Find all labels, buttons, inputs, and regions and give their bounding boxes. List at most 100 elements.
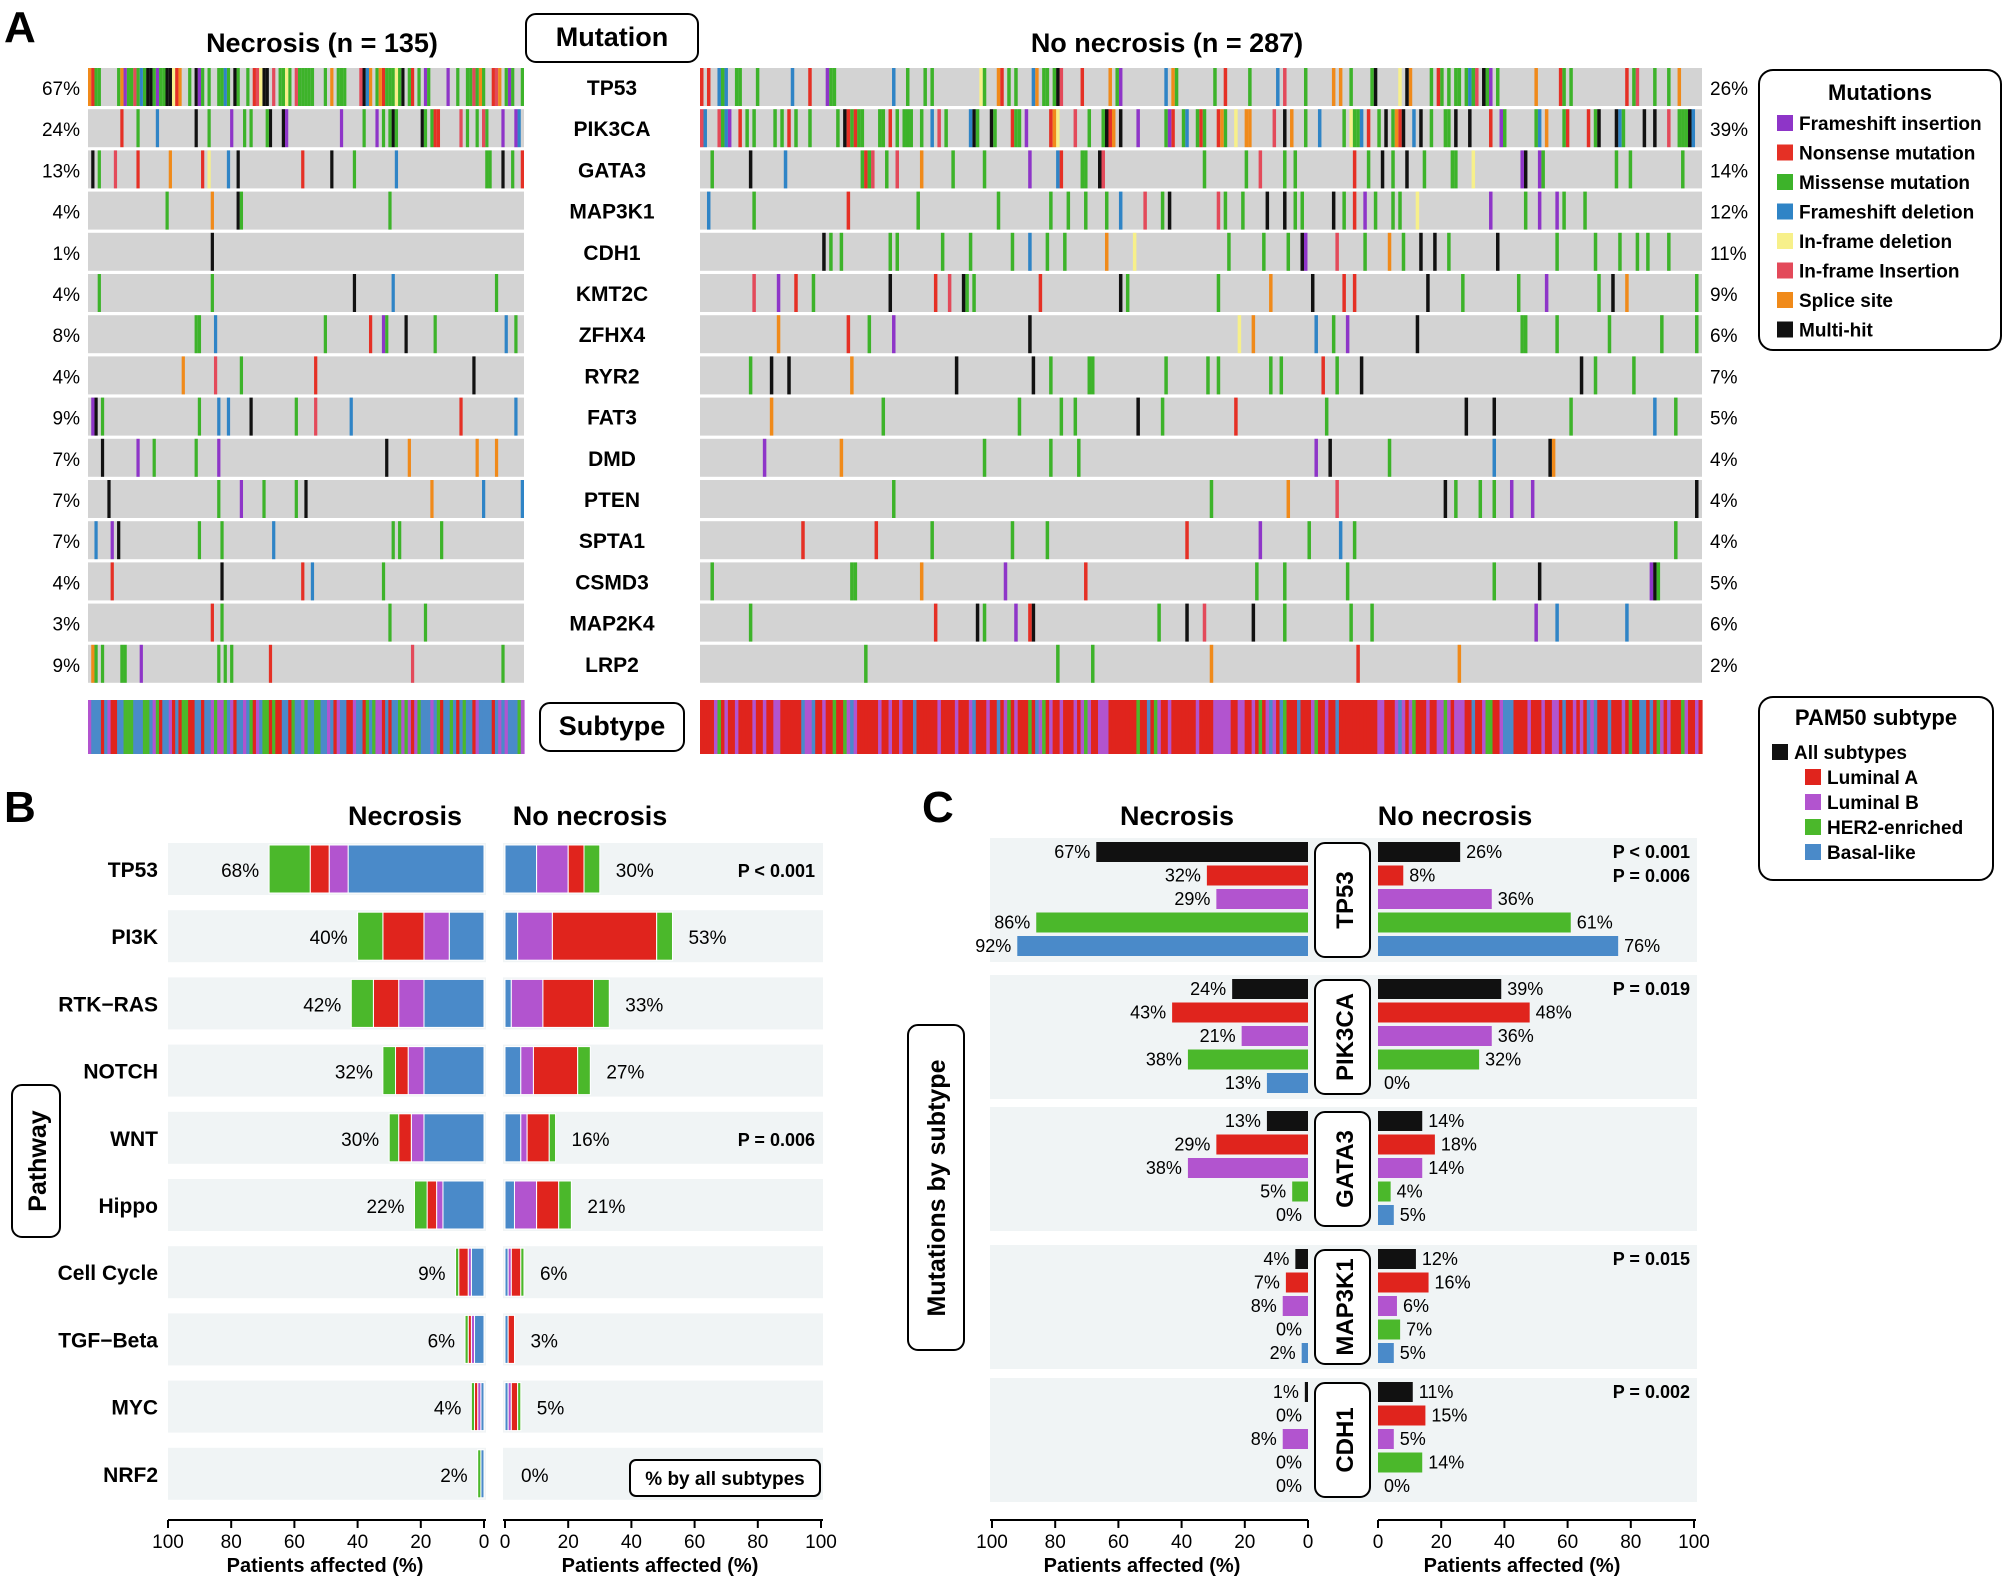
- necrosis-row-kmt2c: [88, 274, 524, 312]
- subtype-label-box: [539, 702, 685, 752]
- subtype-cell: [1649, 700, 1654, 754]
- no-necrosis-bar: [1378, 1319, 1401, 1340]
- subtype-cell: [1010, 700, 1015, 754]
- mutation-legend-swatch: [1777, 203, 1793, 220]
- subtype-cell: [752, 700, 757, 754]
- mutation-cell: [1345, 562, 1350, 601]
- mutation-cell: [301, 68, 305, 106]
- subtype-cell: [1091, 700, 1096, 754]
- mutation-cell: [171, 68, 176, 106]
- c-left-tick-label: 20: [1234, 1532, 1255, 1553]
- subtype-cell: [507, 700, 512, 754]
- mutation-cell: [1614, 109, 1619, 148]
- subtype-cell: [262, 700, 267, 754]
- no-necrosis-segment: [504, 911, 519, 961]
- oncoprint-row-background: [700, 521, 1702, 560]
- mutation-cell: [304, 480, 308, 518]
- necrosis-segment: [436, 1180, 444, 1230]
- oncoprint-row-background: [88, 150, 524, 189]
- necrosis-row-ryr2: [88, 356, 524, 395]
- gene-pvalue: P < 0.001: [1613, 842, 1690, 862]
- mutation-cell: [488, 150, 492, 189]
- mutation-cell: [1492, 480, 1497, 518]
- no-necrosis-total-label: 27%: [606, 1063, 644, 1084]
- mutation-cell: [1674, 397, 1678, 436]
- subtype-cell: [982, 700, 987, 754]
- subtype-cell: [839, 700, 844, 754]
- mutation-cell: [1366, 150, 1371, 189]
- mutation-cell: [1537, 109, 1542, 148]
- mutation-cell: [1593, 232, 1598, 271]
- subtype-cell: [236, 700, 241, 754]
- mutation-cell: [1206, 356, 1210, 395]
- subtype-cell: [184, 700, 189, 754]
- mutation-cell: [888, 232, 893, 271]
- b-left-tick-label: 100: [152, 1532, 184, 1553]
- subtype-cell: [846, 700, 851, 754]
- no-necrosis-bar-label: 11%: [1419, 1382, 1454, 1402]
- mutation-cell: [1335, 480, 1339, 518]
- mutation-cell: [407, 438, 411, 477]
- mutation-cell: [94, 521, 98, 560]
- subtype-cell: [1377, 700, 1382, 754]
- mutation-cell: [1328, 438, 1332, 477]
- mutation-cell: [1415, 191, 1420, 230]
- mutation-cell: [1118, 191, 1123, 230]
- necrosis-segment: [347, 844, 485, 894]
- subtype-cell: [909, 700, 914, 754]
- mutation-cell: [1677, 68, 1682, 106]
- mutation-cell: [1171, 68, 1175, 106]
- subtype-cell: [822, 700, 827, 754]
- subtype-cell: [359, 700, 364, 754]
- subtype-cell: [1265, 700, 1270, 754]
- mutation-cell: [1489, 109, 1493, 148]
- mutation-cell: [1352, 274, 1357, 312]
- subtype-legend-swatch: [1805, 819, 1821, 835]
- mutation-cell: [217, 68, 221, 106]
- subtype-cell: [272, 700, 276, 754]
- subtype-cell: [1618, 700, 1623, 754]
- subtype-cell: [375, 700, 380, 754]
- mutation-cell: [1160, 397, 1165, 436]
- mutation-cell: [100, 397, 105, 436]
- mutation-cell: [226, 150, 231, 189]
- mutation-cell: [1695, 315, 1699, 354]
- subtype-cell: [1639, 700, 1644, 754]
- mutation-cell: [1653, 109, 1657, 148]
- mutation-cell: [1077, 438, 1081, 477]
- mutation-cell: [1174, 68, 1179, 106]
- mutation-cell: [1283, 191, 1287, 230]
- pathway-row: Cell Cycle 9% 6%: [58, 1246, 823, 1299]
- necrosis-segment: [398, 1113, 412, 1163]
- mutation-cell: [1087, 109, 1092, 148]
- subtype-cell: [1255, 700, 1260, 754]
- subtype-cell: [1356, 700, 1361, 754]
- necrosis-pct: 9%: [53, 409, 81, 430]
- no-necrosis-total-label: 33%: [625, 995, 663, 1016]
- subtype-legend-label: HER2-enriched: [1827, 818, 1963, 839]
- gene-box-label: PIK3CA: [1332, 993, 1359, 1081]
- mutation-cell: [1276, 68, 1280, 106]
- subtype-cell: [159, 700, 163, 754]
- no-necrosis-pct: 7%: [1710, 367, 1738, 388]
- mutation-cell: [940, 232, 945, 271]
- mutation-cell: [867, 150, 872, 189]
- subtype-cell: [1300, 700, 1305, 754]
- mutation-cell: [710, 562, 714, 601]
- mutation-cell: [1303, 232, 1308, 271]
- mutation-legend-swatch: [1777, 233, 1793, 249]
- mutation-cell: [1049, 356, 1053, 395]
- subtype-cell: [874, 700, 879, 754]
- subtype-cell: [1607, 700, 1612, 754]
- mutation-cell: [494, 68, 499, 106]
- necrosis-bar-label: 38%: [1146, 1050, 1182, 1070]
- subtype-cell: [117, 700, 121, 754]
- subtype-cell: [1279, 700, 1284, 754]
- mutation-cell: [281, 109, 286, 148]
- mutation-cell: [1310, 274, 1315, 312]
- mutation-cell: [1317, 109, 1322, 148]
- mutation-cell: [1324, 397, 1329, 436]
- necrosis-total-label: 9%: [418, 1264, 446, 1285]
- no-necrosis-bar: [1378, 1049, 1480, 1070]
- necrosis-bar: [1187, 1158, 1308, 1178]
